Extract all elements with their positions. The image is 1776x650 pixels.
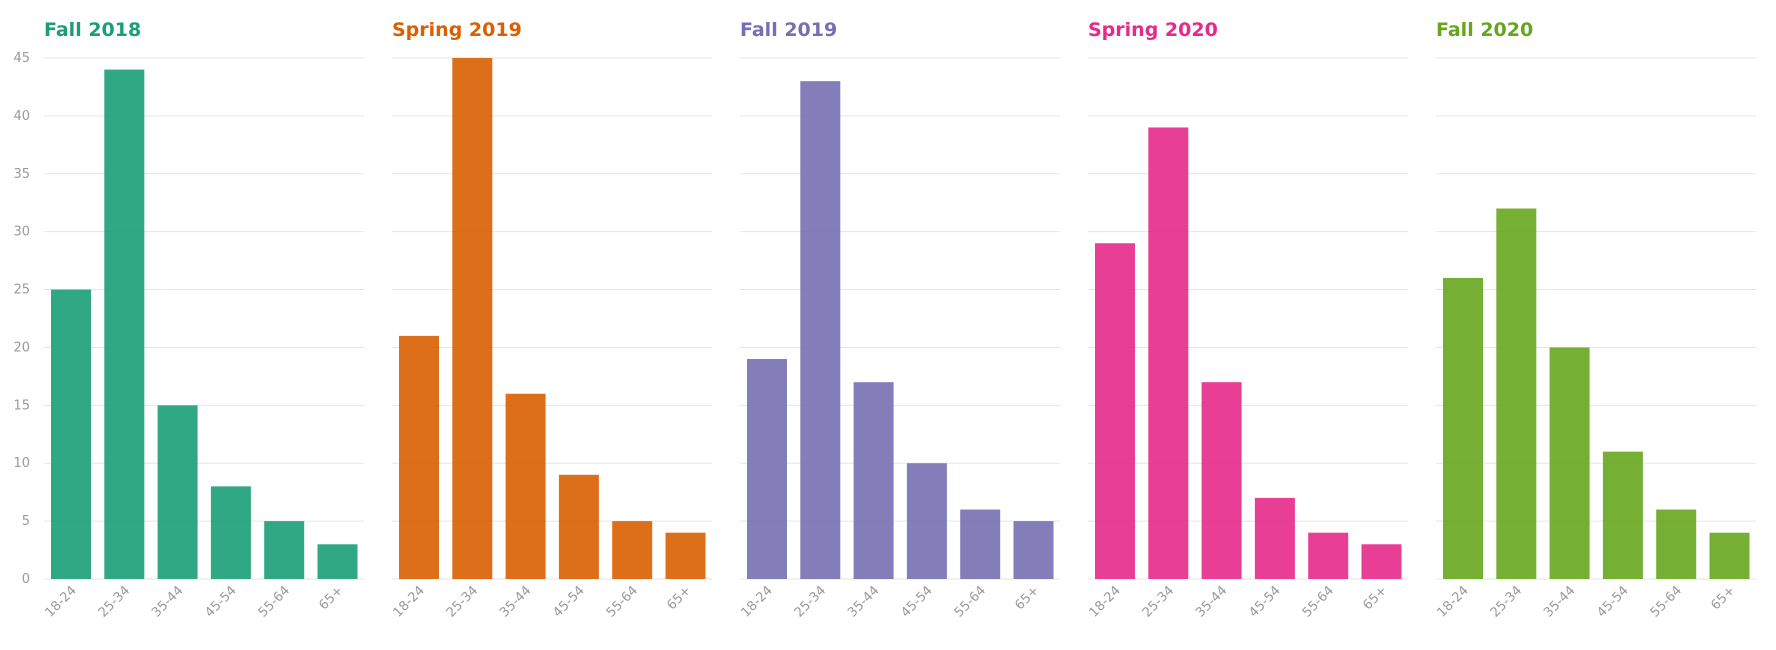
category-label: 35-44 [845,583,882,620]
category-label: 55-64 [256,583,293,620]
panel-title: Fall 2018 [44,19,141,41]
bar-18-24 [747,359,787,579]
y-tick-label: 20 [13,340,30,355]
bar-25-34 [104,69,145,580]
category-label: 65+ [1012,583,1042,613]
bar-45-54 [558,474,599,579]
y-tick-label: 0 [22,572,30,587]
panel-title: Fall 2019 [740,19,837,41]
category-label: 18-24 [1435,583,1472,620]
category-label: 35-44 [149,583,186,620]
y-tick-label: 40 [13,109,30,124]
y-tick-label: 10 [13,456,30,471]
category-label: 25-34 [792,583,829,620]
bar-65+ [1709,532,1750,579]
category-label: 55-64 [604,583,641,620]
bar-45-54 [906,463,947,579]
bar-25-34 [452,58,493,579]
panel-title: Spring 2020 [1088,19,1218,41]
bar-25-34 [1148,127,1189,579]
category-label: 65+ [664,583,694,613]
bar-35-44 [1549,347,1590,579]
panel-title: Fall 2020 [1436,19,1533,41]
bar-55-64 [612,521,653,579]
category-label: 65+ [1708,583,1738,613]
category-label: 45-54 [1594,583,1631,620]
panel-fall-2020: Fall 2020 18-24 25-34 35-44 45-54 55-64 65+ [1435,19,1756,621]
y-tick-label: 5 [22,514,30,529]
bar-55-64 [264,521,305,579]
y-tick-label: 45 [13,51,30,66]
category-label: 35-44 [497,583,534,620]
category-label: 25-34 [1140,583,1177,620]
category-label: 18-24 [739,583,776,620]
panel-title: Spring 2019 [392,19,522,41]
category-label: 18-24 [391,583,428,620]
y-tick-label: 15 [13,398,30,413]
category-label: 45-54 [1246,583,1283,620]
bar-25-34 [1496,208,1537,579]
category-label: 65+ [1360,583,1390,613]
y-tick-label: 25 [13,283,30,298]
bar-18-24 [399,335,439,579]
panel-fall-2018: Fall 2018 18-24 25-34 35-44 45-54 55-64 65+ [43,19,364,621]
bar-45-54 [1602,451,1643,579]
bar-35-44 [1201,382,1242,579]
category-label: 45-54 [898,583,935,620]
category-label: 65+ [316,583,346,613]
category-label: 18-24 [43,583,80,620]
panel-spring-2020: Spring 2020 18-24 25-34 35-44 45-54 55-64 65+ [1087,19,1408,621]
category-label: 25-34 [96,583,133,620]
category-label: 25-34 [444,583,481,620]
bar-65+ [317,544,358,579]
bar-65+ [1013,521,1054,579]
bar-65+ [1361,544,1402,579]
bar-18-24 [1095,243,1135,579]
bar-45-54 [210,486,251,579]
bar-45-54 [1254,497,1295,579]
category-label: 45-54 [202,583,239,620]
category-label: 55-64 [1648,583,1685,620]
y-tick-label: 35 [13,167,30,182]
bar-35-44 [505,393,546,579]
category-label: 35-44 [1193,583,1230,620]
bar-35-44 [853,382,894,579]
bar-25-34 [800,81,841,580]
bar-35-44 [157,405,198,579]
category-label: 55-64 [952,583,989,620]
category-label: 25-34 [1488,583,1525,620]
bar-55-64 [1656,509,1697,579]
panel-spring-2019: Spring 2019 18-24 25-34 35-44 45-54 55-64 65+ [391,19,712,621]
bar-18-24 [51,289,91,579]
y-tick-label: 30 [13,225,30,240]
bar-65+ [665,532,706,579]
category-label: 18-24 [1087,583,1124,620]
category-label: 45-54 [550,583,587,620]
bar-55-64 [960,509,1001,579]
panel-fall-2019: Fall 2019 18-24 25-34 35-44 45-54 55-64 65+ [739,19,1060,621]
category-label: 55-64 [1300,583,1337,620]
bar-55-64 [1308,532,1349,579]
bar-18-24 [1443,277,1483,579]
category-label: 35-44 [1541,583,1578,620]
